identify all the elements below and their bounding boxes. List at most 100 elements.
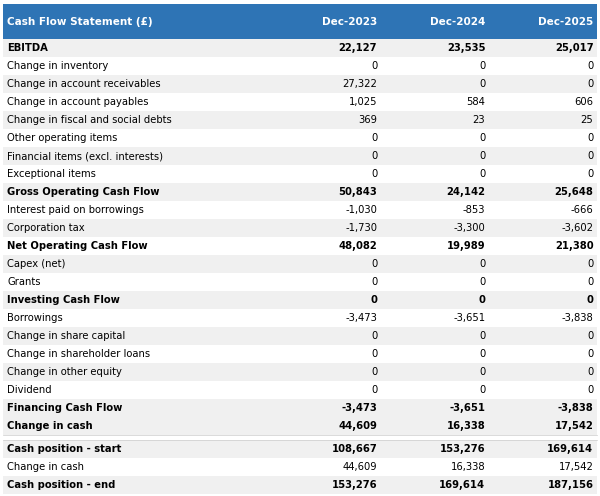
Text: Grants: Grants — [7, 277, 41, 287]
Text: 0: 0 — [587, 79, 593, 89]
Text: 169,614: 169,614 — [439, 480, 485, 490]
Text: Change in cash: Change in cash — [7, 421, 93, 431]
Text: 0: 0 — [587, 295, 593, 305]
Text: Cash position - end: Cash position - end — [7, 480, 116, 490]
FancyBboxPatch shape — [3, 363, 597, 381]
Text: 0: 0 — [587, 259, 593, 269]
Text: 0: 0 — [370, 295, 377, 305]
Text: 0: 0 — [371, 151, 377, 161]
Text: 0: 0 — [587, 133, 593, 143]
Text: 0: 0 — [479, 349, 485, 359]
Text: 169,614: 169,614 — [547, 443, 593, 453]
Text: 0: 0 — [371, 277, 377, 287]
Text: Change in account payables: Change in account payables — [7, 97, 149, 107]
Text: 0: 0 — [587, 61, 593, 71]
Text: Exceptional items: Exceptional items — [7, 169, 96, 179]
Text: 0: 0 — [371, 133, 377, 143]
FancyBboxPatch shape — [3, 327, 597, 345]
Text: -666: -666 — [571, 205, 593, 215]
Text: 23: 23 — [473, 115, 485, 125]
Text: -3,473: -3,473 — [341, 403, 377, 413]
Text: -1,030: -1,030 — [346, 205, 377, 215]
FancyBboxPatch shape — [3, 183, 597, 201]
Text: -3,300: -3,300 — [454, 223, 485, 233]
FancyBboxPatch shape — [3, 201, 597, 219]
Text: 0: 0 — [479, 277, 485, 287]
Text: 0: 0 — [371, 367, 377, 377]
FancyBboxPatch shape — [3, 57, 597, 75]
FancyBboxPatch shape — [3, 434, 597, 439]
FancyBboxPatch shape — [3, 147, 597, 165]
Text: 24,142: 24,142 — [446, 187, 485, 197]
Text: 19,989: 19,989 — [446, 241, 485, 251]
FancyBboxPatch shape — [3, 219, 597, 237]
Text: Borrowings: Borrowings — [7, 313, 63, 323]
Text: 1,025: 1,025 — [349, 97, 377, 107]
Text: 369: 369 — [358, 115, 377, 125]
Text: 0: 0 — [371, 169, 377, 179]
Text: -3,473: -3,473 — [346, 313, 377, 323]
Text: 21,380: 21,380 — [555, 241, 593, 251]
Text: Change in share capital: Change in share capital — [7, 331, 125, 341]
Text: 16,338: 16,338 — [451, 462, 485, 472]
Text: 0: 0 — [587, 331, 593, 341]
Text: 48,082: 48,082 — [338, 241, 377, 251]
Text: Cash position - start: Cash position - start — [7, 443, 122, 453]
FancyBboxPatch shape — [3, 381, 597, 399]
Text: Change in fiscal and social debts: Change in fiscal and social debts — [7, 115, 172, 125]
Text: Capex (net): Capex (net) — [7, 259, 65, 269]
FancyBboxPatch shape — [3, 439, 597, 458]
Text: 0: 0 — [479, 79, 485, 89]
Text: Gross Operating Cash Flow: Gross Operating Cash Flow — [7, 187, 160, 197]
Text: Dec-2024: Dec-2024 — [430, 16, 485, 27]
Text: 16,338: 16,338 — [446, 421, 485, 431]
Text: 0: 0 — [479, 133, 485, 143]
Text: 0: 0 — [371, 349, 377, 359]
Text: 25: 25 — [581, 115, 593, 125]
Text: 22,127: 22,127 — [338, 43, 377, 53]
FancyBboxPatch shape — [3, 291, 597, 309]
Text: Cash Flow Statement (£): Cash Flow Statement (£) — [7, 16, 153, 27]
Text: Change in shareholder loans: Change in shareholder loans — [7, 349, 151, 359]
FancyBboxPatch shape — [3, 345, 597, 363]
Text: Other operating items: Other operating items — [7, 133, 118, 143]
Text: 0: 0 — [371, 331, 377, 341]
FancyBboxPatch shape — [3, 476, 597, 494]
Text: 27,322: 27,322 — [343, 79, 377, 89]
Text: -3,838: -3,838 — [562, 313, 593, 323]
Text: Change in cash: Change in cash — [7, 462, 84, 472]
FancyBboxPatch shape — [3, 237, 597, 255]
Text: 0: 0 — [587, 349, 593, 359]
Text: Dec-2025: Dec-2025 — [538, 16, 593, 27]
Text: Change in account receivables: Change in account receivables — [7, 79, 161, 89]
Text: 44,609: 44,609 — [343, 462, 377, 472]
Text: 606: 606 — [574, 97, 593, 107]
FancyBboxPatch shape — [3, 129, 597, 147]
Text: 0: 0 — [587, 367, 593, 377]
Text: 0: 0 — [479, 259, 485, 269]
Text: 23,535: 23,535 — [447, 43, 485, 53]
FancyBboxPatch shape — [3, 417, 597, 434]
Text: Financial items (excl. interests): Financial items (excl. interests) — [7, 151, 163, 161]
Text: Net Operating Cash Flow: Net Operating Cash Flow — [7, 241, 148, 251]
Text: Financing Cash Flow: Financing Cash Flow — [7, 403, 122, 413]
Text: 44,609: 44,609 — [338, 421, 377, 431]
FancyBboxPatch shape — [3, 309, 597, 327]
Text: 0: 0 — [479, 367, 485, 377]
FancyBboxPatch shape — [3, 111, 597, 129]
Text: Dec-2023: Dec-2023 — [322, 16, 377, 27]
Text: 25,017: 25,017 — [555, 43, 593, 53]
Text: 153,276: 153,276 — [332, 480, 377, 490]
Text: 0: 0 — [479, 169, 485, 179]
FancyBboxPatch shape — [3, 273, 597, 291]
Text: -3,651: -3,651 — [449, 403, 485, 413]
FancyBboxPatch shape — [3, 458, 597, 476]
Text: 153,276: 153,276 — [440, 443, 485, 453]
Text: 50,843: 50,843 — [338, 187, 377, 197]
Text: -3,651: -3,651 — [453, 313, 485, 323]
Text: Interest paid on borrowings: Interest paid on borrowings — [7, 205, 144, 215]
Text: Dividend: Dividend — [7, 385, 52, 395]
Text: -3,838: -3,838 — [557, 403, 593, 413]
Text: EBITDA: EBITDA — [7, 43, 48, 53]
FancyBboxPatch shape — [3, 39, 597, 57]
